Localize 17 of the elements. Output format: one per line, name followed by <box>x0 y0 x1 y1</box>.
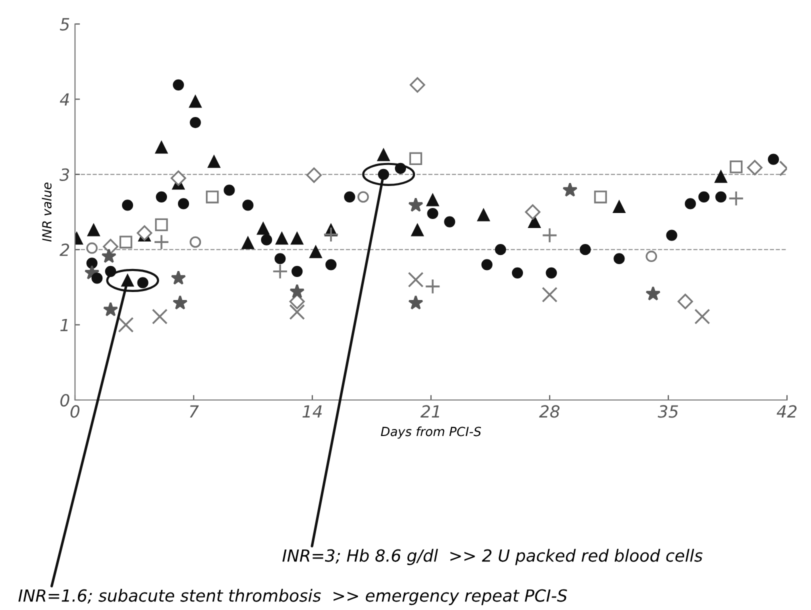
x-tick-label: 42 <box>776 405 797 418</box>
y-tick-label: 4 <box>60 93 69 106</box>
y-tick-label: 0 <box>60 394 70 407</box>
y-tick-label: 5 <box>60 18 70 31</box>
y-tick-label: 1 <box>60 318 68 332</box>
annotation: INR=3; Hb 8.6 g/dl >> 2 U packed red blood cells <box>282 548 702 566</box>
y-tick-label: 3 <box>60 168 70 181</box>
x-tick-label: 7 <box>190 405 199 418</box>
x-tick-label: 21 <box>420 405 440 418</box>
x-tick-label: 35 <box>658 405 678 418</box>
annotation: INR=1.6; subacute stent thrombosis >> emergency repeat PCI-S <box>18 588 568 606</box>
x-tick-label: 0 <box>70 405 80 418</box>
y-axis-title: INR value <box>42 182 52 242</box>
x-tick-label: 28 <box>539 405 560 418</box>
y-tick-label: 2 <box>60 244 70 256</box>
x-axis-title: Days from PCI-S <box>380 426 482 439</box>
x-tick-label: 14 <box>302 405 322 418</box>
